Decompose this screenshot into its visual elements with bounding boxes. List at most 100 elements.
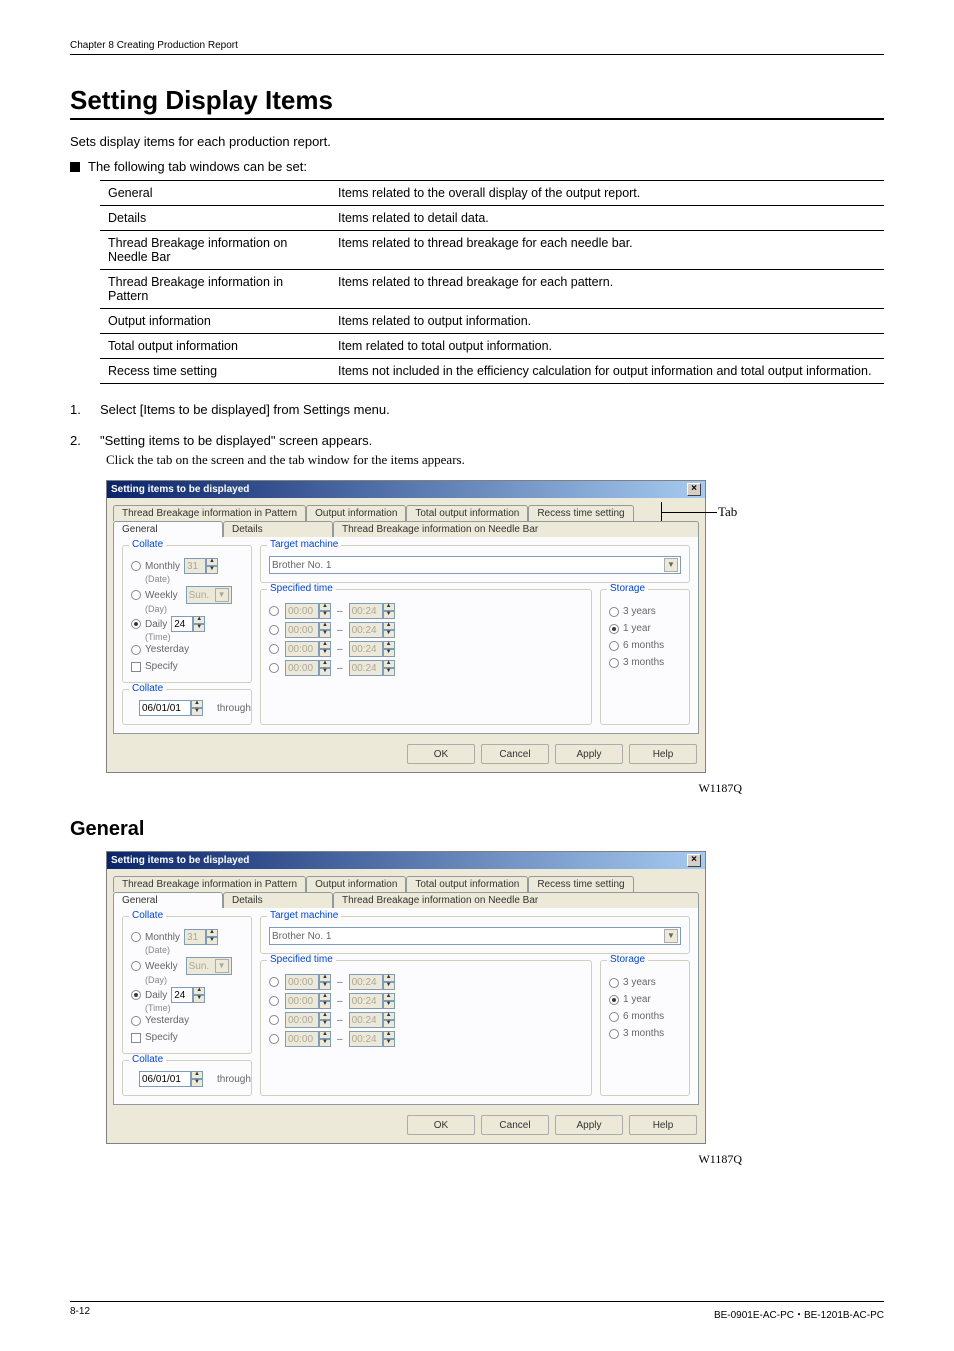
cancel-button[interactable]: Cancel [481, 744, 549, 764]
radio[interactable] [609, 995, 619, 1005]
spinner-input[interactable] [171, 616, 193, 632]
tab[interactable]: Total output information [406, 876, 528, 892]
spinner-input[interactable] [171, 987, 193, 1003]
spin-up-icon[interactable]: ▲ [193, 987, 205, 995]
radio[interactable] [609, 1029, 619, 1039]
apply-button[interactable]: Apply [555, 744, 623, 764]
spin-down-icon[interactable]: ▼ [193, 624, 205, 632]
spinner-input [285, 993, 319, 1009]
tab[interactable]: Recess time setting [528, 505, 633, 521]
spinner-input[interactable] [139, 700, 191, 716]
combo-value: Sun. [189, 590, 210, 601]
spin-down-icon: ▼ [383, 1020, 395, 1028]
radio[interactable] [131, 590, 141, 600]
spinner[interactable]: ▲▼ [139, 700, 203, 716]
help-button[interactable]: Help [629, 1115, 697, 1135]
tab[interactable]: Output information [306, 505, 406, 521]
group-legend: Specified time [267, 583, 336, 594]
radio[interactable] [609, 641, 619, 651]
radio[interactable] [269, 663, 279, 673]
table-cell: Recess time setting [100, 359, 330, 384]
apply-button[interactable]: Apply [555, 1115, 623, 1135]
tab[interactable]: Thread Breakage information in Pattern [113, 876, 306, 892]
dash: – [337, 663, 343, 674]
close-icon[interactable]: × [687, 483, 701, 496]
spinner[interactable]: ▲▼ [171, 616, 205, 632]
radio[interactable] [131, 1016, 141, 1026]
spinner: ▲▼ [349, 603, 395, 619]
spinner: ▲▼ [285, 974, 331, 990]
spin-down-icon: ▼ [319, 668, 331, 676]
collate-group: CollateMonthly▲▼(Date)WeeklySun.▼(Day)Da… [122, 545, 252, 683]
radio[interactable] [131, 619, 141, 629]
spinner[interactable]: ▲▼ [171, 987, 205, 1003]
target-machine-combo[interactable]: Brother No. 1▼ [269, 556, 681, 574]
radio[interactable] [269, 977, 279, 987]
tab[interactable]: Total output information [406, 505, 528, 521]
radio[interactable] [609, 1012, 619, 1022]
tab[interactable]: Recess time setting [528, 876, 633, 892]
radio[interactable] [609, 978, 619, 988]
radio[interactable] [609, 658, 619, 668]
dialog-screenshot-1: Tab Setting items to be displayed×Thread… [106, 480, 884, 773]
radio[interactable] [609, 624, 619, 634]
radio[interactable] [131, 990, 141, 1000]
radio[interactable] [131, 645, 141, 655]
radio-row: 3 years [609, 606, 681, 617]
radio[interactable] [269, 996, 279, 1006]
table-row: Thread Breakage information on Needle Ba… [100, 231, 884, 270]
radio[interactable] [269, 644, 279, 654]
radio[interactable] [131, 561, 141, 571]
spinner[interactable]: ▲▼ [139, 1071, 203, 1087]
spinner: ▲▼ [285, 1012, 331, 1028]
radio[interactable] [131, 932, 141, 942]
dialog-screenshot-2: Setting items to be displayed × Thread Bre… [106, 851, 884, 1144]
tab[interactable]: Details [223, 892, 333, 908]
spinner-input [285, 622, 319, 638]
tab[interactable]: Thread Breakage information in Pattern [113, 505, 306, 521]
radio-row: Monthly▲▼ [131, 558, 243, 574]
radio[interactable] [269, 625, 279, 635]
spin-up-icon[interactable]: ▲ [191, 1071, 203, 1079]
close-icon[interactable]: × [687, 854, 701, 867]
spinner-input [285, 974, 319, 990]
radio[interactable] [609, 607, 619, 617]
spinner-input [349, 1012, 383, 1028]
tab[interactable]: Thread Breakage information on Needle Ba… [333, 521, 699, 537]
dash: – [337, 977, 343, 988]
ok-button[interactable]: OK [407, 744, 475, 764]
checkbox[interactable] [131, 1033, 141, 1043]
callout-line [661, 512, 717, 513]
spinner: ▲▼ [285, 641, 331, 657]
chevron-down-icon[interactable]: ▼ [664, 558, 678, 572]
radio-sublabel: (Time) [145, 632, 243, 642]
chevron-down-icon[interactable]: ▼ [664, 929, 678, 943]
radio[interactable] [269, 1015, 279, 1025]
spin-down-icon[interactable]: ▼ [193, 995, 205, 1003]
spin-down-icon[interactable]: ▼ [191, 1079, 203, 1087]
target-machine-combo[interactable]: Brother No. 1▼ [269, 927, 681, 945]
spinner-input[interactable] [139, 1071, 191, 1087]
page-number: 8-12 [70, 1306, 90, 1321]
through-label: through [217, 1074, 251, 1085]
tab[interactable]: General [113, 892, 223, 908]
radio[interactable] [269, 1034, 279, 1044]
tab[interactable]: Details [223, 521, 333, 537]
tab[interactable]: General [113, 521, 223, 537]
dash: – [337, 996, 343, 1007]
spin-down-icon[interactable]: ▼ [191, 708, 203, 716]
dialog-title: Setting items to be displayed [111, 855, 249, 866]
spin-up-icon[interactable]: ▲ [193, 616, 205, 624]
help-button[interactable]: Help [629, 744, 697, 764]
checkbox[interactable] [131, 662, 141, 672]
radio[interactable] [269, 606, 279, 616]
ok-button[interactable]: OK [407, 1115, 475, 1135]
tab[interactable]: Output information [306, 876, 406, 892]
spin-up-icon[interactable]: ▲ [191, 700, 203, 708]
cancel-button[interactable]: Cancel [481, 1115, 549, 1135]
spinner-input [349, 622, 383, 638]
radio[interactable] [131, 961, 141, 971]
tab[interactable]: Thread Breakage information on Needle Ba… [333, 892, 699, 908]
target-machine-group: Target machineBrother No. 1▼ [260, 545, 690, 583]
table-row: GeneralItems related to the overall disp… [100, 181, 884, 206]
